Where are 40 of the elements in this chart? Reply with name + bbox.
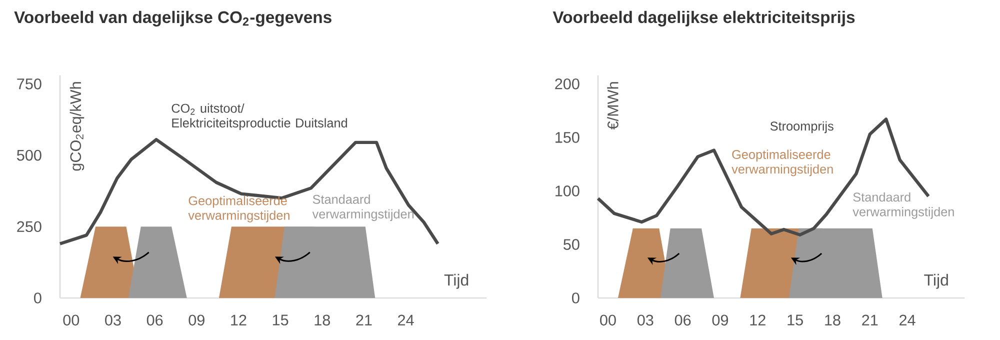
series-label: Standaard verwarmingstijden	[852, 192, 954, 219]
series-label: CO$_{2}$ uitstoot/ Elektriciteitsproductie Duitsland	[172, 103, 348, 130]
y-axis-title: gCO$_{2}$eq/kWh	[70, 82, 84, 171]
text: Stroomprijs	[770, 121, 834, 134]
x-tick-label: 24	[398, 314, 414, 326]
x-axis-title: Tijd	[924, 274, 948, 289]
y-tick-label: 0	[34, 292, 42, 304]
x-tick-label: 12	[231, 314, 246, 326]
y-tick-label: 0	[572, 292, 580, 304]
y-tick-label: 150	[556, 132, 580, 143]
x-tick-label: 24	[900, 314, 916, 326]
text: Geoptimaliseerde verwarmingstijden	[732, 150, 833, 176]
x-tick-label: 18	[825, 314, 840, 326]
x-tick-label: 12	[750, 314, 766, 326]
y-tick-label: 100	[556, 186, 580, 196]
x-axis-title: Tijd	[444, 274, 468, 289]
y-tick-label: 500	[16, 150, 42, 161]
y-axis-title: €/MWh	[607, 82, 618, 130]
x-tick-label: 21	[862, 314, 878, 326]
chart-title: Voorbeeld van dagelijkse CO$_{2}$-gegevens	[14, 10, 332, 26]
x-tick-label: 18	[314, 314, 330, 326]
x-tick-label: 06	[674, 314, 691, 326]
line-series	[58, 138, 440, 246]
x-tick-label: 00	[63, 314, 80, 326]
x-tick-label: 06	[146, 314, 163, 326]
series-label: Standaard verwarmingstijden	[312, 194, 414, 222]
chart-title: Voorbeeld dagelijkse elektriciteitsprijs	[552, 10, 855, 26]
y-tick-label: 200	[555, 78, 580, 90]
x-tick-label: 09	[712, 314, 728, 326]
y-tick-label: 250	[17, 221, 42, 232]
x-tick-label: 03	[637, 314, 654, 326]
x-tick-label: 09	[188, 314, 204, 326]
x-tick-label: 03	[105, 314, 121, 326]
series-label: Geoptimaliseerde verwarmingstijden	[188, 196, 290, 222]
x-tick-label: 00	[600, 314, 616, 326]
y-tick-label: 750	[17, 78, 42, 90]
x-tick-label: 21	[356, 314, 372, 326]
x-tick-label: 15	[788, 314, 803, 326]
y-tick-label: 50	[564, 239, 580, 250]
x-tick-label: 15	[272, 314, 288, 326]
